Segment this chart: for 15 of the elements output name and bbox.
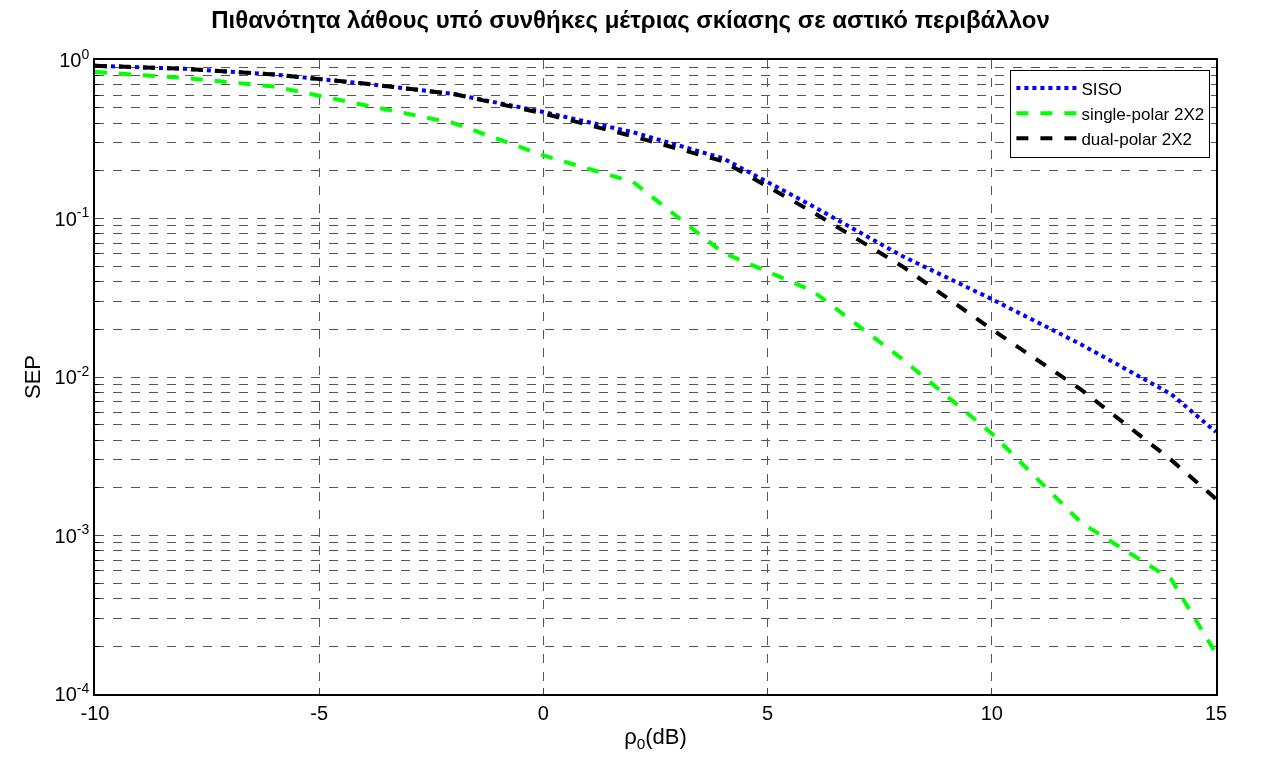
- x-tick-label: 0: [537, 701, 549, 724]
- legend-label: SISO: [1081, 79, 1123, 99]
- y-tick-label: 10$^{-2}$: [54, 362, 90, 388]
- x-tick-label: 10: [980, 701, 1003, 724]
- y-axis-title: SEP: [19, 354, 45, 400]
- legend-label: single-polar 2X2: [1081, 104, 1205, 124]
- legend-label: dual-polar 2X2: [1081, 129, 1192, 149]
- y-tick-label: 10$^{0}$: [59, 45, 90, 71]
- x-tick-label: 5: [762, 701, 774, 724]
- chart-title: Πιθανότητα λάθους υπό συνθήκες μέτριας σκίασης σε αστικό περιβάλλον: [211, 6, 1050, 34]
- x-axis-title: ρ$_{0}$(dB): [624, 724, 687, 752]
- y-tick-label: 10$^{-3}$: [54, 521, 90, 547]
- x-tick-label: 15: [1204, 701, 1228, 724]
- x-tick-label: -5: [310, 701, 329, 724]
- y-tick-label: 10$^{-1}$: [54, 204, 90, 230]
